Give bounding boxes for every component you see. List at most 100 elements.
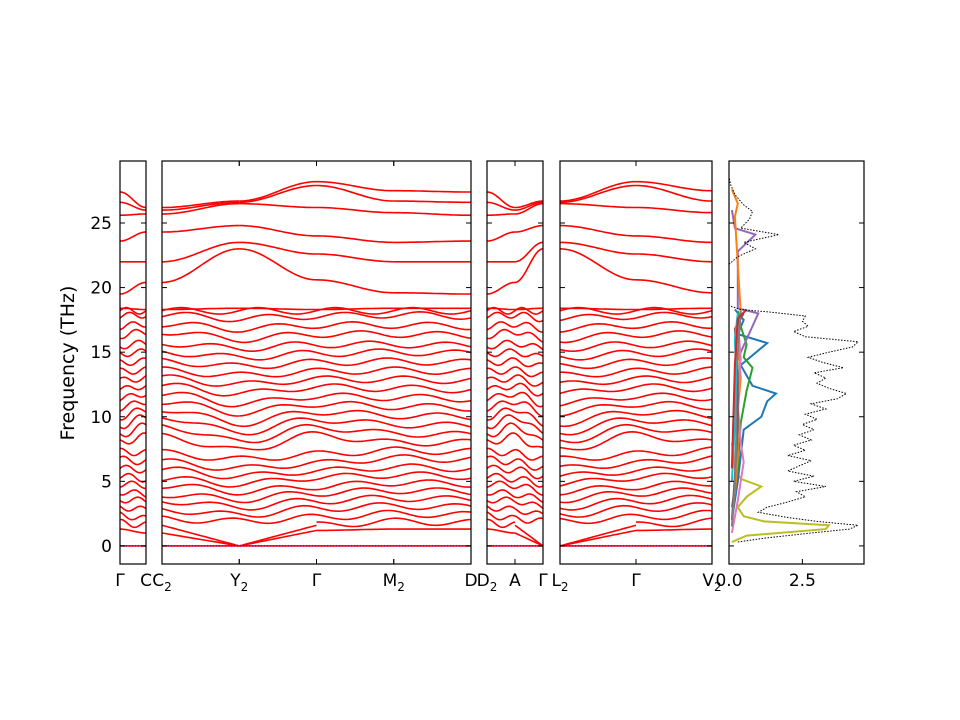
band-line [487,422,516,438]
band-line [560,241,636,255]
band-line [316,487,394,497]
band-line [316,446,394,457]
band-line [162,307,240,311]
band-line [393,402,471,412]
band-line [487,407,516,421]
band-line [239,497,317,511]
band-line [487,366,516,375]
band-line [239,241,317,255]
band-line [514,532,543,547]
band-line [393,502,471,511]
band-line [514,432,543,449]
band-line [316,366,394,375]
band-line [514,248,543,284]
band-line [514,424,543,441]
band-line [560,307,636,311]
band-line [487,414,516,430]
kpoint-label: Γ [115,571,125,591]
band-line [162,306,240,315]
kpoint-label: M2 [383,571,405,594]
band-line [635,419,712,427]
band-line [635,340,712,349]
band-line [514,382,543,397]
band-line [393,463,471,473]
band-line [120,321,146,331]
band-line [120,307,146,311]
band-line [514,411,543,427]
kpoint-label: D2 [477,571,498,594]
band-line [162,241,240,263]
band-line [393,454,471,464]
band-curves [120,180,712,547]
band-line [487,328,516,340]
band-line [487,191,516,209]
band-line [560,180,636,202]
band-line [239,484,317,496]
band-line [316,375,394,384]
band-line [393,438,471,447]
band-line [514,391,543,408]
band-line [487,375,516,383]
kpoint-label: A [509,571,521,591]
band-line [316,279,394,294]
band-line [120,375,146,383]
band-line [162,200,240,209]
band-line [393,200,471,204]
band-line [560,524,637,547]
band-line [560,423,637,444]
band-line [393,357,471,366]
kpoint-label: V2 [702,571,721,594]
band-line [393,240,471,244]
band-line [514,202,543,215]
band-line [120,455,146,466]
band-line [316,419,395,427]
band-line [316,494,395,505]
y-tick-label: 5 [101,472,112,492]
band-line [120,407,146,421]
band-line [316,253,394,263]
band-line [487,348,516,358]
band-line [560,376,637,386]
band-line [635,320,712,330]
band-line [487,511,516,521]
band-line [393,366,471,376]
band-line [635,330,712,339]
band-line [560,403,637,417]
band-line [393,211,471,217]
band-line [635,400,712,411]
band-line [393,510,471,519]
band-line [316,466,394,472]
band-line [514,475,543,488]
band-line [514,501,543,509]
band-line [316,425,394,434]
band-line [514,306,543,315]
kpoint-label: D [464,571,477,591]
band-line [316,184,394,202]
y-tick-label: 25 [90,214,112,234]
band-line [487,311,516,319]
band-line [162,448,240,461]
band-line [239,460,317,470]
band-line [120,213,146,217]
band-line [515,201,543,211]
band-line [162,501,240,510]
band-line [239,307,317,311]
band-line [636,446,712,457]
band-line [162,366,240,378]
band-line [393,517,471,527]
band-line [162,532,240,547]
band-line [120,366,146,375]
band-line [393,430,471,438]
band-line [239,397,317,407]
band-line [239,248,317,281]
band-line [635,517,712,528]
band-line [316,431,394,443]
band-line [120,357,146,367]
band-line [635,455,712,464]
band-line [514,342,543,351]
band-line [515,448,543,461]
band-line [487,496,516,504]
band-line [239,224,317,237]
band-line [393,349,471,357]
band-line [120,348,146,358]
